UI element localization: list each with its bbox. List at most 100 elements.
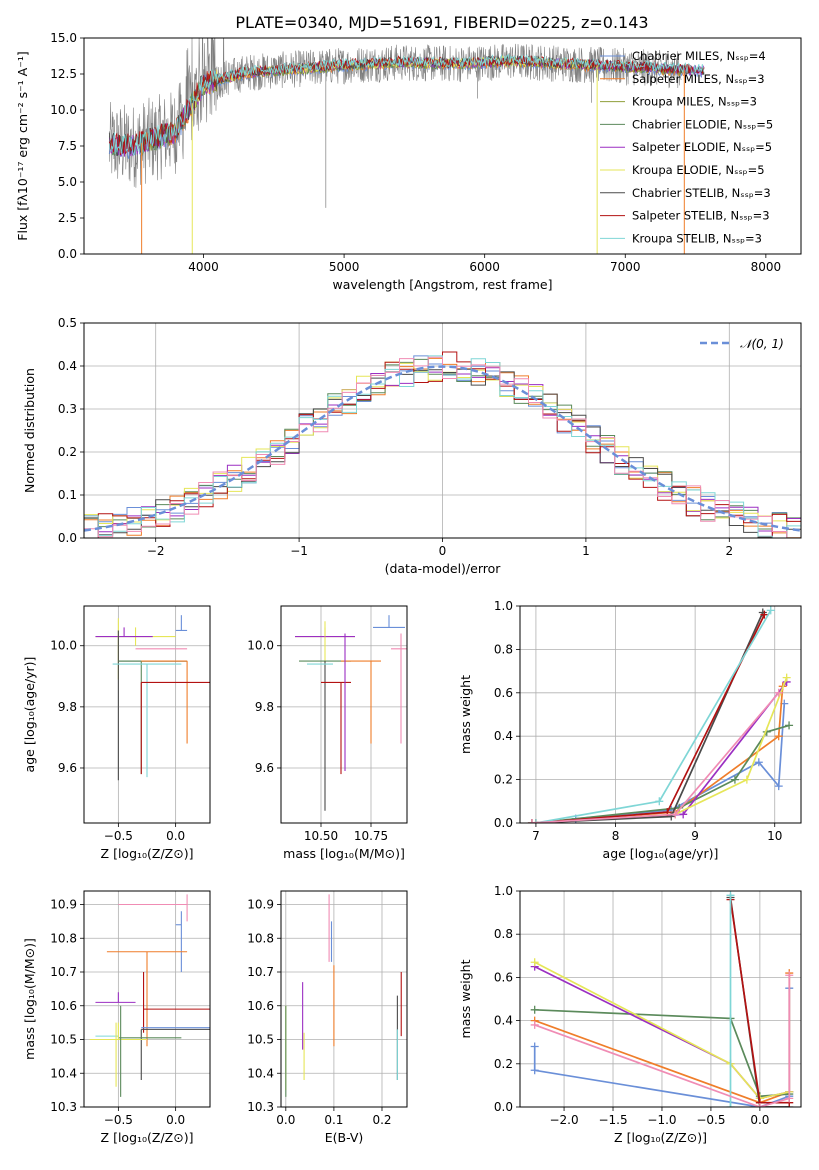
- axes-frame: [83, 890, 211, 1108]
- weight-series-line: [535, 724, 790, 823]
- legend-label: Chabrier STELIB, Nₛₛₚ=3: [632, 186, 771, 200]
- x-tick-label: −2.0: [549, 1113, 578, 1127]
- y-tick-label: 0.0: [58, 247, 77, 261]
- y-tick-label: 10.5: [247, 1033, 274, 1047]
- y-axis-label: Normed distribution: [22, 368, 37, 493]
- plot-area: [84, 606, 210, 823]
- y-tick-label: 10.3: [247, 1100, 274, 1114]
- x-tick-label: −0.5: [104, 1113, 133, 1127]
- weight-point-marker: [742, 775, 751, 784]
- y-tick-label: 10.0: [247, 639, 274, 653]
- x-tick-label: −1.0: [647, 1113, 676, 1127]
- y-tick-label: 0.0: [494, 1100, 513, 1114]
- x-tick-label: −1.5: [598, 1113, 627, 1127]
- weight-vs-metallicity-panel: −2.0 −1.5 −1.0 −0.5 0.0 0.0 0.2 0.4 0.6 0.8 1.0 Z […: [458, 884, 802, 1145]
- age-vs-mass-panel: 10.50 10.75 9.6 9.8 10.0 mass [log₁₀(M/M⊙)]: [247, 605, 408, 861]
- legend-label: Salpeter STELIB, Nₛₛₚ=3: [632, 209, 770, 223]
- y-tick-label: 0.4: [494, 1014, 513, 1028]
- weight-point-marker: [730, 775, 739, 784]
- legend-label: Chabrier MILES, Nₛₛₚ=4: [632, 49, 766, 63]
- legend-label: Salpeter MILES, Nₛₛₚ=3: [632, 72, 765, 86]
- y-tick-label: 10.9: [50, 898, 77, 912]
- y-tick-label: 0.3: [58, 402, 77, 416]
- y-tick-label: 10.3: [50, 1100, 77, 1114]
- y-tick-label: 0.1: [58, 488, 77, 502]
- plot-area: [520, 606, 801, 823]
- weight-series-line: [534, 975, 791, 1107]
- x-tick-label: 0.0: [750, 1113, 769, 1127]
- x-axis-label: (data-model)/error: [385, 561, 502, 576]
- weight-series-line: [534, 961, 790, 1100]
- x-tick-label: 5000: [329, 260, 360, 274]
- weight-point-marker: [785, 971, 794, 980]
- x-tick-label: 0.0: [276, 1113, 295, 1127]
- x-tick-label: 8: [612, 829, 620, 843]
- x-axis-label: age [log₁₀(age/yr)]: [603, 846, 719, 861]
- legend-label: Kroupa ELODIE, Nₛₛₚ=5: [632, 163, 765, 177]
- y-tick-label: 0.4: [58, 359, 77, 373]
- weight-point-marker: [655, 797, 664, 806]
- age-vs-metallicity-panel: −0.5 0.0 9.6 9.8 10.0 Z [log₁₀(Z/Z⊙)] age [log…: [22, 605, 211, 861]
- legend-label: Chabrier ELODIE, Nₛₛₚ=5: [632, 117, 773, 131]
- residuals-legend: 𝒩(0, 1): [700, 337, 784, 351]
- x-axis-label: Z [log₁₀(Z/Z⊙)]: [101, 846, 194, 861]
- weight-series-line: [531, 692, 780, 823]
- y-tick-label: 9.6: [255, 761, 274, 775]
- weight-series-line: [575, 703, 786, 820]
- weight-point-marker: [785, 721, 794, 730]
- weight-point-marker: [527, 819, 536, 823]
- y-tick-label: 15.0: [50, 31, 77, 45]
- x-axis-label: wavelength [Angstrom, rest frame]: [332, 277, 552, 292]
- x-tick-label: 0.1: [324, 1113, 343, 1127]
- weight-point-marker: [785, 1094, 794, 1103]
- x-tick-label: −2: [147, 544, 165, 558]
- y-tick-label: 0.0: [58, 531, 77, 545]
- legend-label: Kroupa STELIB, Nₛₛₚ=3: [632, 231, 762, 245]
- x-tick-label: 7000: [610, 260, 641, 274]
- x-axis-label: mass [log₁₀(M/M⊙)]: [283, 846, 405, 861]
- x-tick-label: 4000: [188, 260, 219, 274]
- y-tick-label: 9.8: [255, 700, 274, 714]
- axes-frame: [83, 605, 211, 824]
- weight-point-marker: [679, 810, 688, 819]
- x-tick-label: 0.2: [372, 1113, 391, 1127]
- legend-label: Salpeter ELODIE, Nₛₛₚ=5: [632, 140, 772, 154]
- y-tick-label: 2.5: [58, 211, 77, 225]
- weight-series-line: [535, 609, 772, 823]
- weight-point-marker: [530, 1020, 539, 1029]
- figure-title: PLATE=0340, MJD=51691, FIBERID=0225, z=0…: [235, 13, 648, 32]
- weight-point-marker: [726, 1103, 735, 1107]
- x-axis-label: E(B-V): [325, 1130, 364, 1145]
- x-tick-label: 7: [532, 829, 540, 843]
- y-tick-label: 9.8: [58, 700, 77, 714]
- y-tick-label: 10.7: [247, 965, 274, 979]
- x-tick-label: 9: [691, 829, 699, 843]
- weight-point-marker: [774, 732, 783, 741]
- y-tick-label: 10.4: [247, 1066, 274, 1080]
- y-axis-label: mass weight: [458, 675, 473, 754]
- weight-point-marker: [782, 673, 791, 682]
- y-tick-label: 10.4: [50, 1066, 77, 1080]
- model-spectrum-line: [108, 53, 705, 157]
- gaussian-reference-curve: [84, 365, 801, 532]
- spectrum-legend: Chabrier MILES, Nₛₛₚ=4 Salpeter MILES, Nₛ…: [600, 49, 773, 245]
- weight-vs-age-panel: 7 8 9 10 0.0 0.2 0.4 0.6 0.8 1.0 age [log₁₀(age/yr…: [458, 599, 802, 861]
- y-tick-label: 10.6: [247, 999, 274, 1013]
- y-tick-label: 0.8: [494, 927, 513, 941]
- weight-point-marker: [755, 1103, 764, 1107]
- x-axis-label: Z [log₁₀(Z/Z⊙)]: [614, 1130, 707, 1145]
- observed-spectrum-line: [109, 38, 682, 188]
- y-axis-label: Flux [fλ10⁻¹⁷ erg cm⁻² s⁻¹ A⁻¹]: [15, 51, 30, 240]
- weight-series-line: [535, 614, 766, 823]
- x-tick-label: 10.50: [304, 829, 338, 843]
- x-tick-label: 2: [725, 544, 733, 558]
- y-tick-label: 10.0: [50, 639, 77, 653]
- y-tick-label: 1.0: [494, 599, 513, 613]
- plot-area: [520, 891, 801, 1107]
- axes-frame: [280, 605, 408, 824]
- y-tick-label: 10.5: [50, 1033, 77, 1047]
- axes-frame: [519, 890, 802, 1108]
- y-tick-label: 5.0: [58, 175, 77, 189]
- weight-point-marker: [774, 688, 783, 697]
- weight-point-marker: [530, 1066, 539, 1075]
